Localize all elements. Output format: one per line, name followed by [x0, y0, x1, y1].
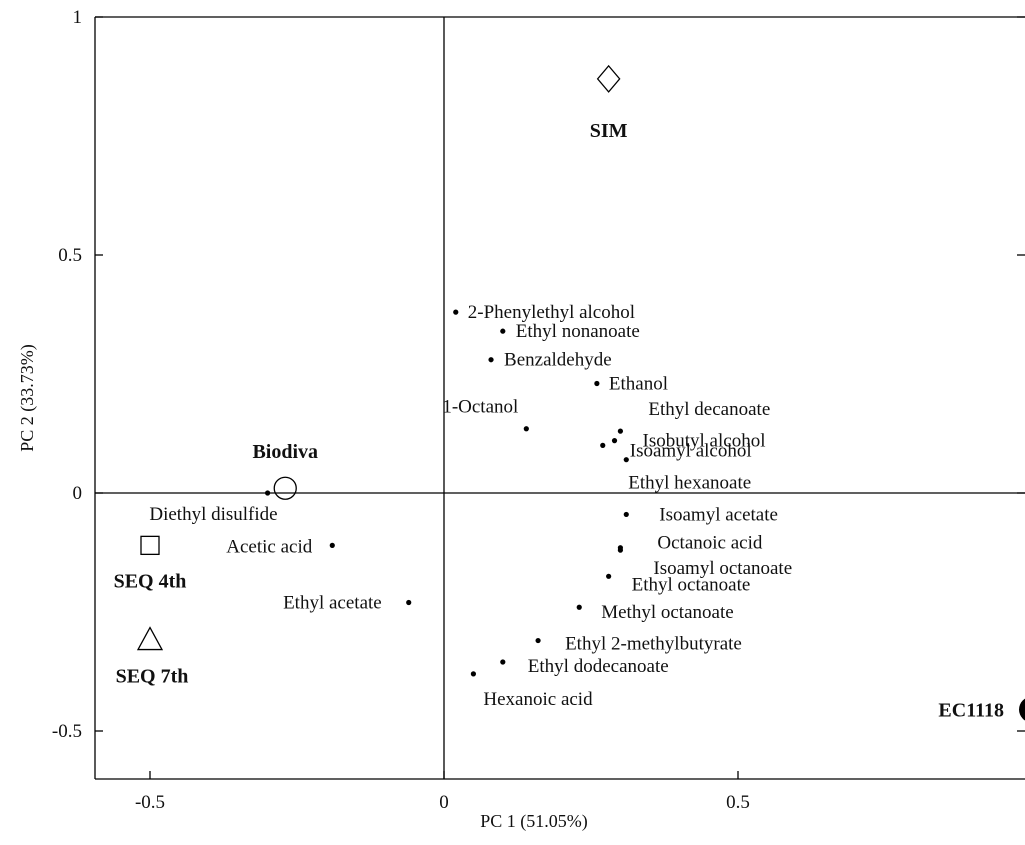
variable-point-ethyl-acetate [406, 599, 412, 606]
variable-label-isoamyl-octanoate: Isoamyl octanoate [653, 558, 792, 579]
variable-label-ethyl-hexanoate: Ethyl hexanoate [628, 473, 751, 494]
variable-point-methyl-octanoate [576, 604, 582, 610]
variable-point-isoamyl-acetate [623, 511, 629, 518]
sample-marker-seq-4th [140, 535, 160, 556]
plot-axes [94, 16, 1025, 780]
variable-label-benzaldehyde: Benzaldehyde [504, 350, 612, 371]
variable-point-ethyl-decanoate [617, 428, 624, 434]
variable-label-acetic-acid: Acetic acid [226, 536, 312, 557]
x-tick-label: -0.5 [135, 792, 165, 813]
sample-marker-seq-7th [136, 626, 164, 651]
variable-label-2-phenylethyl-alcohol: 2-Phenylethyl alcohol [468, 302, 635, 323]
variable-label-ethyl-octanoate: Ethyl octanoate [632, 574, 751, 595]
variable-label-octanoic-acid: Octanoic acid [657, 533, 762, 554]
sample-label-seq-7th: SEQ 7th [116, 666, 189, 688]
y-tick-label: 1 [73, 7, 83, 28]
variable-point-isoamyl-octanoate [617, 547, 624, 553]
y-tick-label: 0.5 [58, 245, 82, 266]
variable-point-diethyl-disulfide [265, 490, 271, 496]
y-tick-label: 0 [73, 483, 83, 504]
variable-point-ethyl-nonanoate [500, 328, 506, 334]
sample-label-sim: SIM [590, 120, 628, 142]
sample-label-biodiva: Biodiva [252, 441, 318, 463]
variable-point-1-octanol [523, 426, 529, 432]
variable-label-isoamyl-alcohol: Isoamyl alcohol [630, 440, 752, 461]
variable-label-ethyl-decanoate: Ethyl decanoate [648, 399, 770, 420]
variable-point-2-phenylethyl-alcohol [453, 309, 459, 315]
y-axis-title: PC 2 (33.73%) [17, 344, 38, 452]
variable-label-diethyl-disulfide: Diethyl disulfide [149, 504, 277, 525]
variable-label-ethyl-nonanoate: Ethyl nonanoate [516, 321, 640, 342]
tick-marks [95, 16, 1025, 779]
variable-label-ethanol: Ethanol [609, 374, 668, 395]
x-tick-label: 0 [439, 792, 449, 813]
variable-point-isoamyl-alcohol [600, 442, 606, 448]
variable-label-1-octanol: 1-Octanol [442, 397, 518, 418]
variable-label-isobutyl-alcohol: Isobutyl alcohol [643, 431, 766, 452]
variable-label-ethyl-dodecanoate: Ethyl dodecanoate [528, 656, 669, 677]
y-tick-label: -0.5 [52, 721, 82, 742]
sample-label-seq-4th: SEQ 4th [114, 570, 187, 592]
variable-point-hexanoic-acid [470, 671, 476, 677]
variable-point-ethyl-hexanoate [623, 457, 629, 463]
variable-point-acetic-acid [329, 542, 335, 548]
variable-label-ethyl-2-methylbutyrate: Ethyl 2-methylbutyrate [565, 634, 742, 655]
sample-markers [136, 64, 1025, 721]
variable-point-ethyl-dodecanoate [500, 659, 506, 665]
variable-point-isobutyl-alcohol [611, 438, 618, 444]
sample-marker-biodiva [273, 476, 297, 500]
tick-labels: -0.5 0 0.5 1 0.5 0 -0.5 [52, 7, 750, 813]
variable-point-ethyl-2-methylbutyrate [535, 637, 541, 644]
variable-point-ethyl-octanoate [606, 573, 612, 579]
sample-marker-sim [596, 64, 621, 93]
variable-points [265, 309, 629, 677]
variable-label-hexanoic-acid: Hexanoic acid [483, 689, 593, 710]
variable-point-benzaldehyde [488, 357, 494, 363]
variable-label-ethyl-acetate: Ethyl acetate [283, 592, 382, 613]
variable-label-methyl-octanoate: Methyl octanoate [601, 602, 733, 623]
variable-label-isoamyl-acetate: Isoamyl acetate [659, 504, 778, 525]
sample-marker-ec1118 [1019, 698, 1025, 721]
variable-point-ethanol [594, 380, 600, 387]
sample-label-ec1118: EC1118 [938, 700, 1004, 722]
x-axis-title: PC 1 (51.05%) [480, 811, 588, 832]
x-tick-label: 0.5 [726, 792, 750, 813]
